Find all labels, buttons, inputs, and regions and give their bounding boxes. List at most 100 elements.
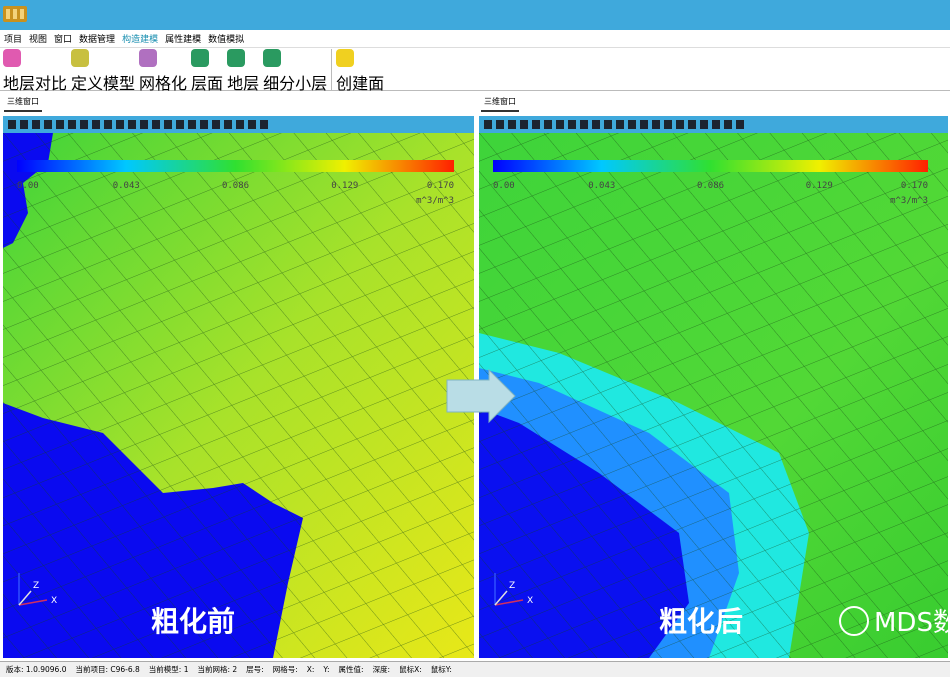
view-tool[interactable] <box>164 120 172 129</box>
view-tool[interactable] <box>736 120 744 129</box>
viewport: 0.00 0.043 0.086 0.129 0.170 m^3/m^3 Z X 粗化后 MDS数 <box>479 133 948 658</box>
tool-label: 地层对比 <box>3 74 68 93</box>
menu-bar: 项目 视图 窗口 数据管理 构造建模 属性建模 数值模拟 <box>0 30 950 48</box>
view-tool[interactable] <box>640 120 648 129</box>
axis-label: X <box>527 596 533 606</box>
view-tool[interactable] <box>140 120 148 129</box>
menu-item[interactable]: 项目 <box>4 35 23 45</box>
tool-button[interactable]: 创建面 <box>331 49 384 93</box>
tool-label: 创建面 <box>336 74 385 93</box>
view-tool[interactable] <box>92 120 100 129</box>
view-tool[interactable] <box>104 120 112 129</box>
status-item: 层号: <box>246 665 264 674</box>
view-tool[interactable] <box>80 120 88 129</box>
grid <box>479 133 948 658</box>
view-tool[interactable] <box>724 120 732 129</box>
axis-label: X <box>51 596 57 606</box>
colorbar <box>17 160 454 172</box>
view-tool[interactable] <box>676 120 684 129</box>
tool-button[interactable]: 地层对比 <box>3 49 67 93</box>
tool-button[interactable]: 层面 <box>191 49 223 93</box>
watermark: MDS数 <box>874 608 948 638</box>
axis-label: Z <box>33 581 39 591</box>
view-tool[interactable] <box>616 120 624 129</box>
view-tool[interactable] <box>152 120 160 129</box>
arrow <box>446 368 516 424</box>
view-tool[interactable] <box>224 120 232 129</box>
colorbar <box>493 160 928 172</box>
tool-label: 层面 <box>191 74 224 93</box>
view-tool[interactable] <box>544 120 552 129</box>
view-tool[interactable] <box>712 120 720 129</box>
view-tool[interactable] <box>200 120 208 129</box>
view-tool[interactable] <box>68 120 76 129</box>
tool-button[interactable]: 细分小层 <box>263 49 327 93</box>
axis <box>494 599 524 606</box>
menu-item[interactable]: 窗口 <box>54 35 73 45</box>
menu-item[interactable]: 属性建模 <box>165 35 202 45</box>
status-item: X: <box>306 665 315 674</box>
colorbar-tick-label: 0.129 <box>806 181 833 191</box>
menu-item[interactable]: 视图 <box>29 35 48 45</box>
menu-item[interactable]: 数值模拟 <box>208 35 245 45</box>
view-tool[interactable] <box>508 120 516 129</box>
view-tool[interactable] <box>248 120 256 129</box>
view-tool[interactable] <box>700 120 708 129</box>
view-tool[interactable] <box>116 120 124 129</box>
tab[interactable]: 三维窗口 <box>481 96 519 112</box>
colorbar-tick-label: 0.043 <box>113 181 140 191</box>
viewport: 0.00 0.043 0.086 0.129 0.170 m^3/m^3 Z X 粗化前 <box>3 133 474 658</box>
status-item: 深度: <box>372 665 391 674</box>
status-item: 版本: 1.0.9096.0 <box>6 665 67 674</box>
colorbar-tick-label: 0.00 <box>493 181 515 191</box>
view-tool[interactable] <box>188 120 196 129</box>
axis <box>18 599 48 606</box>
view-tool[interactable] <box>664 120 672 129</box>
view-tool[interactable] <box>628 120 636 129</box>
view-tool[interactable] <box>176 120 184 129</box>
view-tool[interactable] <box>568 120 576 129</box>
view-tool[interactable] <box>212 120 220 129</box>
view-tool[interactable] <box>20 120 28 129</box>
status-item: 鼠标Y: <box>430 665 452 674</box>
colorbar-tick-label: 0.086 <box>222 181 249 191</box>
tool-button[interactable]: 网格化 <box>139 49 187 93</box>
view-tool[interactable] <box>496 120 504 129</box>
tool-button[interactable]: 地层 <box>227 49 259 93</box>
view-tool[interactable] <box>8 120 16 129</box>
tool-label: 定义模型 <box>71 74 136 93</box>
view-tool[interactable] <box>128 120 136 129</box>
status-item: 网格号: <box>272 665 298 674</box>
view-tool[interactable] <box>688 120 696 129</box>
menu-item[interactable]: 数据管理 <box>79 35 116 45</box>
view-tool[interactable] <box>532 120 540 129</box>
view-tool[interactable] <box>32 120 40 129</box>
view-tool[interactable] <box>580 120 588 129</box>
tool-button[interactable]: 定义模型 <box>71 49 135 93</box>
view-tool[interactable] <box>56 120 64 129</box>
view-tool[interactable] <box>520 120 528 129</box>
menu-item[interactable]: 构造建模 <box>122 35 159 45</box>
view-tool[interactable] <box>484 120 492 129</box>
view-tool[interactable] <box>556 120 564 129</box>
view-tool[interactable] <box>604 120 612 129</box>
view-tool[interactable] <box>44 120 52 129</box>
view-tool[interactable] <box>236 120 244 129</box>
caption: 粗化后 <box>659 605 743 638</box>
tool-label: 网格化 <box>139 74 188 93</box>
view-tool[interactable] <box>652 120 660 129</box>
tool-icon <box>71 49 90 67</box>
tool-icon <box>227 49 246 67</box>
tool-icon <box>3 49 21 67</box>
view-tool[interactable] <box>260 120 268 129</box>
view-tool[interactable] <box>592 120 600 129</box>
axis-label: Z <box>509 581 515 591</box>
colorbar-tick-label: 0.00 <box>17 181 39 191</box>
colorbar-tick-label: 0.170 <box>901 181 928 191</box>
tool-icon <box>336 49 355 67</box>
tab[interactable]: 三维窗口 <box>4 96 42 112</box>
tool-icon <box>139 49 158 67</box>
tool-label: 地层 <box>227 74 260 93</box>
ribbon: 地层对比 定义模型 网格化 层面 地层 细分小层 创建面 <box>0 49 950 93</box>
